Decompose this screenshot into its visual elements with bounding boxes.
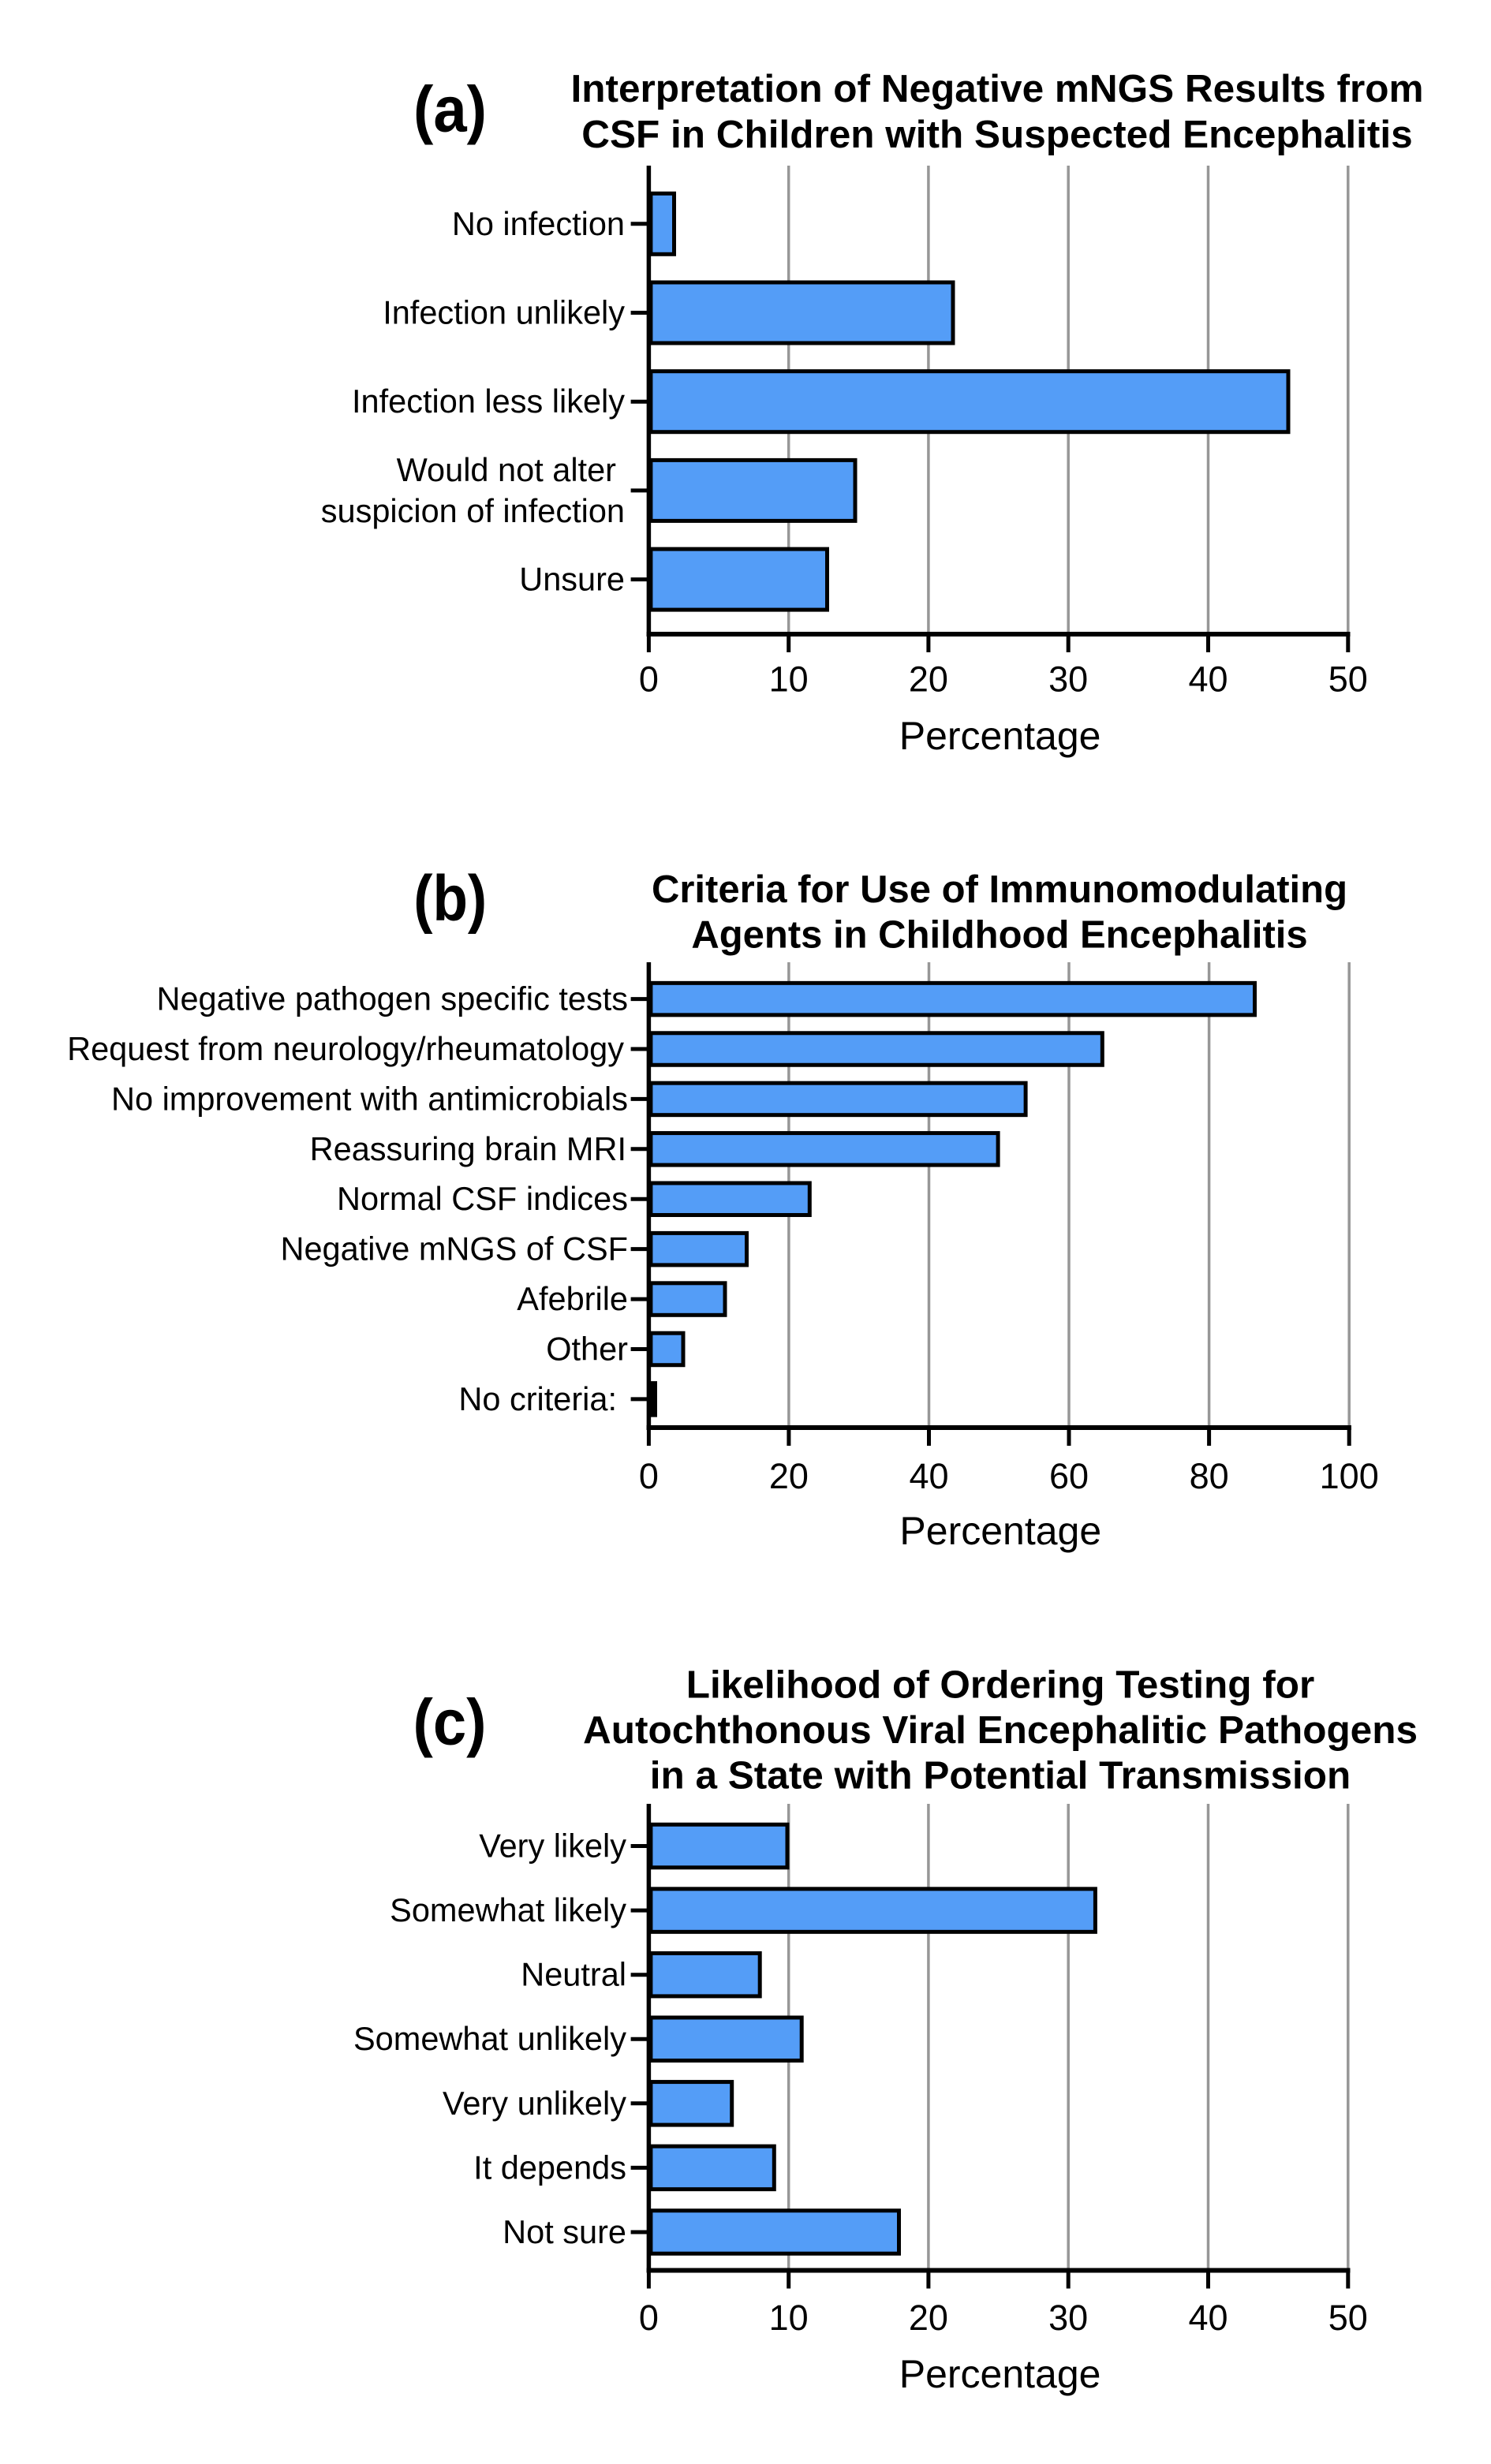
svg-text:Autochthonous Viral Encephalit: Autochthonous Viral Encephalitic Pathoge… (583, 1708, 1418, 1752)
svg-text:Negative mNGS of CSF: Negative mNGS of CSF (281, 1230, 629, 1267)
svg-text:Normal CSF indices: Normal CSF indices (337, 1180, 628, 1217)
svg-text:20: 20 (909, 659, 948, 700)
svg-text:Would not alter: Would not alter (397, 451, 617, 488)
svg-text:Somewhat unlikely: Somewhat unlikely (353, 2020, 626, 2057)
svg-text:0: 0 (639, 2298, 659, 2338)
svg-text:(b): (b) (413, 863, 487, 935)
svg-text:80: 80 (1190, 1456, 1229, 1496)
svg-text:Afebrile: Afebrile (517, 1280, 628, 1317)
svg-text:Request from neurology/rheumat: Request from neurology/rheumatology (67, 1030, 624, 1067)
svg-text:0: 0 (639, 1456, 659, 1496)
svg-text:50: 50 (1328, 2298, 1368, 2338)
svg-text:Other: Other (546, 1331, 628, 1368)
svg-text:Reassuring brain MRI: Reassuring brain MRI (310, 1130, 626, 1167)
svg-text:10: 10 (769, 659, 809, 700)
svg-text:0: 0 (639, 659, 659, 700)
svg-text:50: 50 (1328, 659, 1368, 700)
svg-text:Agents in Childhood Encephalit: Agents in Childhood Encephalitis (691, 914, 1307, 957)
svg-text:Very likely: Very likely (479, 1827, 626, 1865)
svg-text:30: 30 (1048, 659, 1088, 700)
svg-text:20: 20 (769, 1456, 809, 1496)
svg-text:Very unlikely: Very unlikely (443, 2085, 626, 2122)
svg-text:CSF in Children with Suspected: CSF in Children with Suspected Encephali… (581, 113, 1412, 156)
svg-text:Unsure: Unsure (519, 561, 625, 598)
svg-text:Criteria for Use of Immunomodu: Criteria for Use of Immunomodulating (652, 868, 1347, 911)
svg-text:Percentage: Percentage (899, 2352, 1101, 2396)
svg-text:Not sure: Not sure (503, 2213, 626, 2250)
svg-text:Interpretation of Negative mNG: Interpretation of Negative mNGS Results … (571, 67, 1424, 110)
svg-text:Infection unlikely: Infection unlikely (383, 294, 625, 331)
svg-text:10: 10 (769, 2298, 809, 2338)
svg-text:suspicion of infection: suspicion of infection (321, 492, 625, 529)
svg-text:(a): (a) (413, 74, 487, 146)
svg-text:Negative pathogen specific tes: Negative pathogen specific tests (157, 980, 629, 1017)
svg-text:No improvement with antimicrob: No improvement with antimicrobials (111, 1080, 628, 1117)
svg-text:Percentage: Percentage (899, 714, 1101, 758)
svg-text:Likelihood of Ordering Testing: Likelihood of Ordering Testing for (686, 1663, 1315, 1706)
svg-text:Percentage: Percentage (899, 1509, 1101, 1553)
svg-text:Neutral: Neutral (521, 1956, 626, 1993)
svg-text:40: 40 (909, 1456, 948, 1496)
svg-text:40: 40 (1188, 2298, 1228, 2338)
svg-text:60: 60 (1049, 1456, 1089, 1496)
svg-text:in a State with Potential Tran: in a State with Potential Transmission (650, 1753, 1351, 1797)
svg-text:Infection less likely: Infection less likely (352, 383, 625, 420)
svg-text:20: 20 (909, 2298, 948, 2338)
svg-text:40: 40 (1188, 659, 1228, 700)
svg-text:100: 100 (1320, 1456, 1379, 1496)
svg-text:30: 30 (1048, 2298, 1088, 2338)
svg-text:(c): (c) (413, 1687, 487, 1759)
svg-text:It depends: It depends (473, 2149, 626, 2186)
svg-text:Somewhat likely: Somewhat likely (390, 1891, 626, 1928)
svg-text:No infection: No infection (452, 205, 625, 242)
svg-text:No criteria:: No criteria: (458, 1380, 617, 1417)
